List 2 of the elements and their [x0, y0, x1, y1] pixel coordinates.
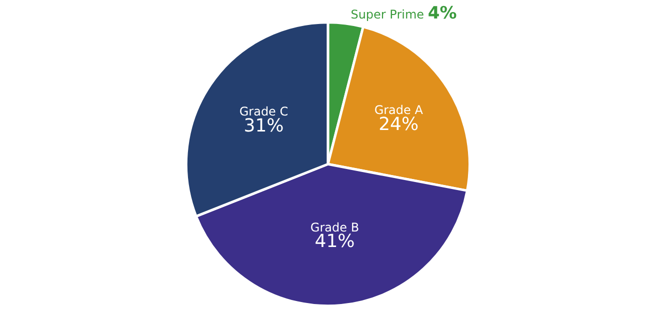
slice-label: Super Prime: [350, 8, 424, 22]
data-label: 4%: [428, 4, 457, 24]
